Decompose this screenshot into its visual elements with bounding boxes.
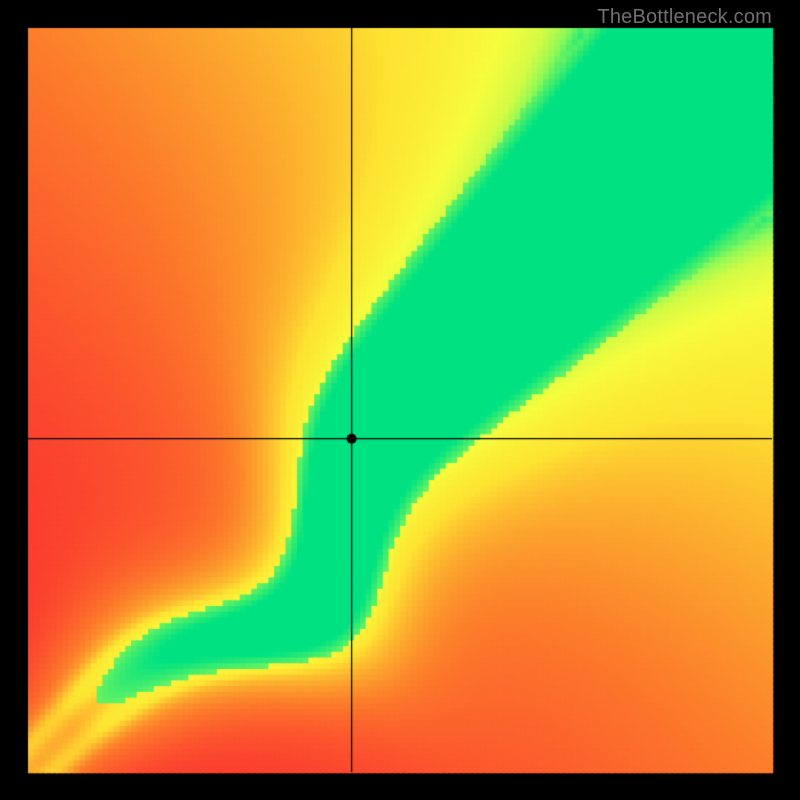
chart-container: TheBottleneck.com <box>0 0 800 800</box>
heatmap-canvas <box>0 0 800 800</box>
watermark-text: TheBottleneck.com <box>597 6 772 29</box>
